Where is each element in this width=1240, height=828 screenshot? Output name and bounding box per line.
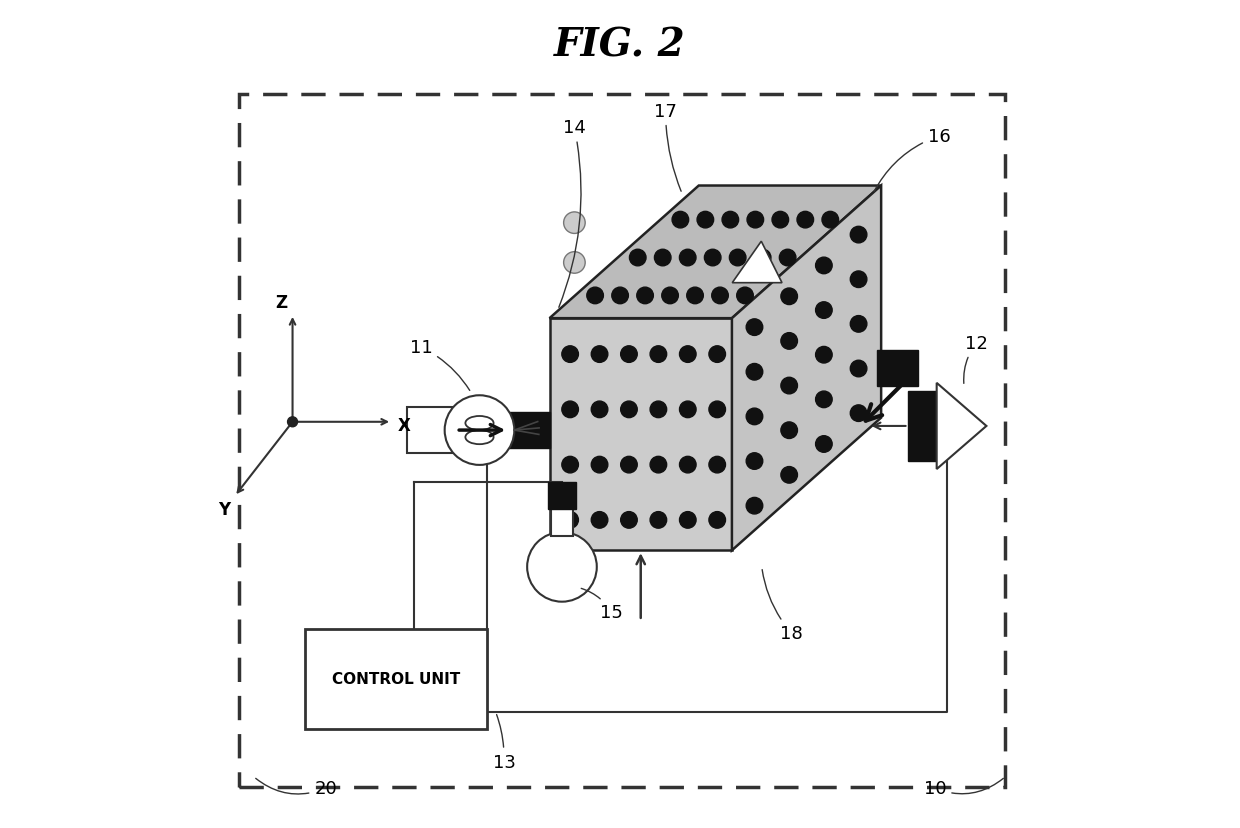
Circle shape <box>781 333 797 349</box>
Polygon shape <box>936 383 986 469</box>
Circle shape <box>680 346 696 363</box>
Bar <box>548 483 577 509</box>
Text: FIG. 2: FIG. 2 <box>554 26 686 65</box>
Text: 15: 15 <box>582 589 624 622</box>
Circle shape <box>587 288 604 305</box>
Circle shape <box>680 512 696 528</box>
Circle shape <box>746 498 763 514</box>
Circle shape <box>773 212 789 229</box>
Circle shape <box>712 288 728 305</box>
Circle shape <box>851 316 867 333</box>
Circle shape <box>816 392 832 408</box>
Circle shape <box>680 250 696 267</box>
Circle shape <box>851 227 867 243</box>
Circle shape <box>722 212 739 229</box>
Circle shape <box>709 402 725 418</box>
Circle shape <box>709 346 725 363</box>
Polygon shape <box>733 242 782 283</box>
Circle shape <box>562 512 578 528</box>
Circle shape <box>816 347 832 363</box>
Bar <box>877 350 919 387</box>
Circle shape <box>562 346 578 363</box>
Circle shape <box>288 417 298 427</box>
Bar <box>909 392 936 461</box>
Circle shape <box>816 258 832 274</box>
Circle shape <box>621 402 637 418</box>
Circle shape <box>746 320 763 336</box>
Text: Z: Z <box>275 293 288 311</box>
Circle shape <box>630 250 646 267</box>
Text: 11: 11 <box>409 339 470 391</box>
Text: 10: 10 <box>924 778 1003 797</box>
Bar <box>508 412 549 449</box>
Circle shape <box>781 467 797 484</box>
Circle shape <box>611 288 629 305</box>
Circle shape <box>621 457 637 474</box>
Circle shape <box>781 378 797 394</box>
Circle shape <box>709 512 725 528</box>
Circle shape <box>591 512 608 528</box>
Circle shape <box>562 402 578 418</box>
Text: 14: 14 <box>559 119 585 308</box>
Text: 12: 12 <box>963 335 988 384</box>
Bar <box>552 505 573 537</box>
Circle shape <box>851 406 867 422</box>
Circle shape <box>746 212 764 229</box>
Circle shape <box>816 302 832 319</box>
Circle shape <box>746 453 763 469</box>
Text: 13: 13 <box>492 715 516 771</box>
Circle shape <box>662 288 678 305</box>
Text: CONTROL UNIT: CONTROL UNIT <box>332 672 460 686</box>
Circle shape <box>655 250 671 267</box>
Text: 20: 20 <box>255 778 337 797</box>
Circle shape <box>781 422 797 439</box>
Circle shape <box>729 250 746 267</box>
Circle shape <box>564 213 585 234</box>
Circle shape <box>564 253 585 274</box>
Circle shape <box>680 457 696 474</box>
Bar <box>305 629 487 729</box>
Circle shape <box>822 212 838 229</box>
Circle shape <box>650 402 667 418</box>
Circle shape <box>797 212 813 229</box>
Circle shape <box>737 288 753 305</box>
Circle shape <box>621 346 637 363</box>
Circle shape <box>650 512 667 528</box>
Circle shape <box>746 409 763 426</box>
Text: X: X <box>398 416 410 435</box>
Circle shape <box>621 512 637 528</box>
Circle shape <box>709 457 725 474</box>
Circle shape <box>527 532 596 602</box>
Circle shape <box>591 346 608 363</box>
Text: 16: 16 <box>874 128 951 192</box>
Circle shape <box>445 396 515 465</box>
Circle shape <box>650 346 667 363</box>
Polygon shape <box>549 186 882 319</box>
Polygon shape <box>732 186 882 551</box>
Circle shape <box>591 457 608 474</box>
Circle shape <box>637 288 653 305</box>
Polygon shape <box>549 319 732 551</box>
Circle shape <box>591 402 608 418</box>
Circle shape <box>680 402 696 418</box>
Bar <box>407 408 453 454</box>
Circle shape <box>687 288 703 305</box>
Circle shape <box>851 361 867 378</box>
Circle shape <box>704 250 720 267</box>
Circle shape <box>851 272 867 288</box>
Text: Y: Y <box>218 500 231 518</box>
Circle shape <box>746 364 763 381</box>
Circle shape <box>781 289 797 306</box>
Circle shape <box>816 436 832 453</box>
Text: 18: 18 <box>763 570 804 643</box>
Text: 17: 17 <box>655 103 681 192</box>
Circle shape <box>650 457 667 474</box>
Circle shape <box>562 457 578 474</box>
Circle shape <box>672 212 688 229</box>
Circle shape <box>697 212 714 229</box>
Circle shape <box>754 250 771 267</box>
Circle shape <box>780 250 796 267</box>
